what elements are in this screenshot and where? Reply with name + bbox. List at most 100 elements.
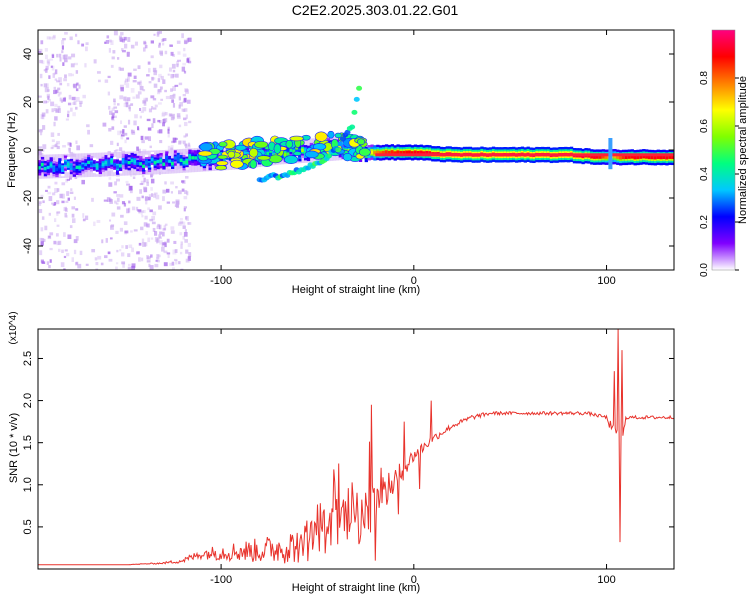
spectrogram-noise-cell [120,134,125,137]
spectrogram-noise-cell [75,96,80,102]
spectrogram-noise-cell [110,40,114,45]
spectrogram-ridge-cell [613,154,617,159]
spectrogram-noise-cell [105,238,108,243]
spectrogram-noise-cell [43,69,48,72]
spectrogram-noise-cell [162,79,166,84]
spectrogram-noise-cell [97,79,101,83]
spectrogram-noise-cell [41,60,45,65]
spectrogram-noise-cell [54,218,57,222]
spectrogram-noise-cell [85,215,89,220]
spectrogram-noise-cell [162,189,167,194]
spectrogram-noise-cell [41,112,46,117]
spectrogram-noise-cell [172,201,176,204]
spectrogram-noise-cell [178,140,182,145]
spectrogram-noise-cell [120,67,124,71]
spectrogram-noise-cell [109,199,113,204]
spectrogram-noise-cell [40,132,43,136]
spectrogram-ridge-cell [159,159,163,163]
spectrogram-noise-cell [54,78,58,81]
spectrogram-noise-cell [158,224,162,230]
spectrogram-noise-cell [186,58,190,63]
spectrogram-noise-cell [125,180,129,184]
spectrogram-ridge-cell [116,165,120,169]
spectrogram-ridge-cell [619,156,623,160]
spectrogram-noise-cell [85,42,89,46]
spectrogram-noise-cell [139,82,143,87]
spectrogram-noise-cell [38,95,42,98]
spectrogram-noise-cell [126,183,131,186]
spectrogram-noise-cell [150,193,154,197]
colorbar-frame [711,29,736,271]
spectrogram-ridge-cell [399,150,403,155]
spectrogram-noise-cell [169,44,173,47]
spectrogram-noise-cell [144,242,148,247]
spectrogram-ridge-cell [49,163,53,167]
spectrogram-noise-cell [53,107,58,112]
spectrogram-noise-cell [184,190,188,195]
spectrogram-noise-cell [106,35,110,39]
spectrogram-ridge-cell [90,162,94,166]
spectrogram-noise-cell [162,228,166,231]
spectrogram-noise-cell [116,206,121,210]
spectrogram-ridge-cell [419,150,423,154]
spectrogram-noise-cell [158,73,162,78]
spectrogram-noise-cell [70,188,73,191]
spectrogram-noise-cell [87,129,90,135]
spectrogram-noise-cell [164,223,168,226]
spectrogram-noise-cell [149,209,153,213]
spectrogram-blob [293,151,302,156]
spectrogram-noise-cell [182,53,187,57]
spectrogram-noise-cell [172,267,175,270]
colorbar-tick-label: 0.6 [699,119,710,133]
spectrogram-noise-cell [129,185,133,191]
spectrogram-blob [214,165,228,171]
spectrogram-noise-cell [141,238,145,243]
spectrogram-noise-cell [159,64,163,69]
spectrogram-noise-cell [163,225,167,231]
spectrogram-noise-cell [76,145,81,151]
spectrogram-noise-cell [79,102,82,107]
spectrogram-noise-cell [175,259,178,265]
spectrogram-noise-cell [129,188,133,194]
spectrogram-noise-cell [171,99,175,103]
spectrogram-noise-cell [71,206,76,210]
spectrogram-noise-cell [181,180,185,183]
spectrogram-noise-cell [67,234,72,240]
spectrogram-noise-cell [158,119,162,124]
spectrogram-noise-cell [104,79,109,83]
spectrogram-noise-cell [39,59,43,64]
spectrogram-noise-cell [127,263,131,267]
spectrogram-noise-cell [159,139,163,144]
spectrogram-noise-cell [126,97,131,102]
spectrogram-noise-cell [133,120,137,126]
spectrogram-noise-cell [93,59,97,64]
spectrogram-noise-cell [110,225,114,230]
spectrogram-noise-cell [110,224,115,227]
spectrogram-noise-cell [176,63,179,68]
spectrogram-noise-cell [187,37,192,42]
spectrogram-noise-cell [150,55,154,59]
spectrogram-noise-cell [139,80,142,83]
spectrogram-noise-cell [81,43,85,47]
spectrogram-noise-cell [119,194,124,198]
spectrogram-branch-blob [353,96,360,102]
spectrogram-noise-cell [40,194,44,198]
spectrogram-noise-cell [125,83,130,88]
spectrogram-branch-blob [337,141,344,147]
spectrogram-noise-cell [85,46,88,52]
spectrogram-ridge-cell [283,152,288,157]
spectrogram-noise-cell [131,263,136,268]
spectrogram-ridge-cell [396,150,400,154]
spectrogram-noise-cell [113,191,117,194]
spectrogram-noise-cell [71,96,76,101]
spectrogram-noise-cell [54,103,58,108]
spectrogram-ridge-cell [616,155,620,159]
spectrogram-ridge-cell [61,166,65,171]
spectrogram-noise-cell [112,50,116,54]
spectrogram-noise-cell [38,203,42,206]
spectrogram-noise-cell [140,135,144,141]
spectrogram-noise-cell [48,75,51,79]
spectrogram-noise-cell [149,218,154,222]
spectrogram-ridge-cell [376,150,380,155]
spectrogram-noise-cell [75,236,79,241]
